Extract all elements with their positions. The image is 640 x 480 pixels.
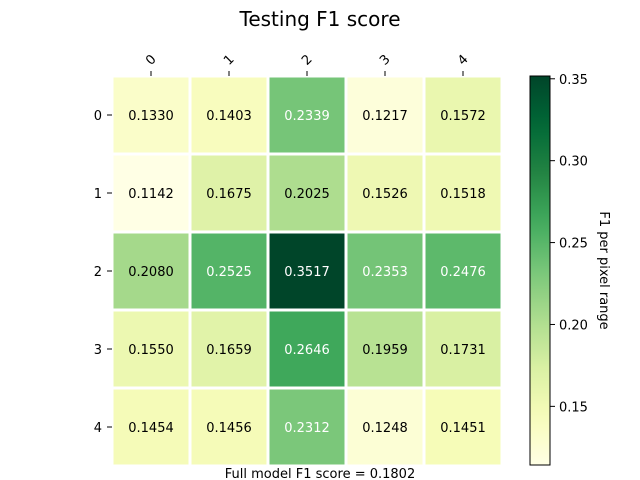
y-axis: 0 1 2 3 4 [94,109,112,436]
x-tick-label: 2 [299,52,315,68]
y-tick-label: 4 [94,421,102,436]
heatmap-cell [344,308,426,390]
x-tick-label: 4 [455,52,471,68]
heatmap-cell [422,308,504,390]
colorbar-tick-label: 0.35 [559,73,588,88]
cell-value-label: 0.1403 [206,109,252,124]
cell-value-label: 0.1675 [206,187,252,202]
cell-value-label: 0.1454 [128,421,174,436]
x-axis: 0 1 2 3 4 [143,52,472,76]
cell-value-label: 0.2353 [362,265,408,280]
cell-value-label: 0.3517 [284,265,330,280]
cell-value-label: 0.2646 [284,343,330,358]
cell-value-label: 0.1142 [128,187,174,202]
cell-value-label: 0.2476 [440,265,486,280]
colorbar-tick-label: 0.25 [559,237,588,252]
cell-value-label: 0.1572 [440,109,486,124]
cell-value-label: 0.1456 [206,421,252,436]
heatmap-cell [422,386,504,468]
cell-value-label: 0.2025 [284,187,330,202]
chart-title: Testing F1 score [239,7,401,31]
heatmap-cell [188,308,270,390]
cell-value-label: 0.1518 [440,187,486,202]
cell-value-label: 0.2312 [284,421,330,436]
colorbar-tick-label: 0.30 [559,155,588,170]
cell-value-label: 0.1659 [206,343,252,358]
cell-value-label: 0.1330 [128,109,174,124]
y-tick-label: 1 [94,187,102,202]
heatmap-cell [188,386,270,468]
heatmap-cell [422,152,504,234]
heatmap-cell [344,230,426,312]
x-tick-label: 3 [377,52,393,68]
colorbar-tick-label: 0.15 [559,400,588,415]
cell-value-label: 0.1248 [362,421,408,436]
y-tick-label: 0 [94,109,102,124]
cell-value-label: 0.1959 [362,343,408,358]
colorbar: 0.15 0.20 0.25 0.30 0.35 F1 per pixel range [529,73,611,466]
cell-value-label: 0.1731 [440,343,486,358]
cell-value-label: 0.1550 [128,343,174,358]
x-tick-label: 1 [221,52,237,68]
colorbar-label: F1 per pixel range [596,211,611,329]
full-model-score: Full model F1 score = 0.1802 [225,467,415,480]
cell-value-label: 0.1451 [440,421,486,436]
cell-value-label: 0.2339 [284,109,330,124]
y-tick-label: 3 [94,343,102,358]
heatmap-cell [266,152,348,234]
cell-value-label: 0.2080 [128,265,174,280]
colorbar-gradient [529,75,551,466]
colorbar-tick-label: 0.20 [559,318,588,333]
heatmap-cell [188,230,270,312]
cell-value-label: 0.1217 [362,109,408,124]
heatmap-cell [266,386,348,468]
cell-value-label: 0.2525 [206,265,252,280]
heatmap-cells: 0.1330 0.1403 0.2339 0.1217 0.1572 0.1142 0.16… [110,74,504,468]
y-tick-label: 2 [94,265,102,280]
x-tick-label: 0 [143,52,159,68]
cell-value-label: 0.1526 [362,187,408,202]
